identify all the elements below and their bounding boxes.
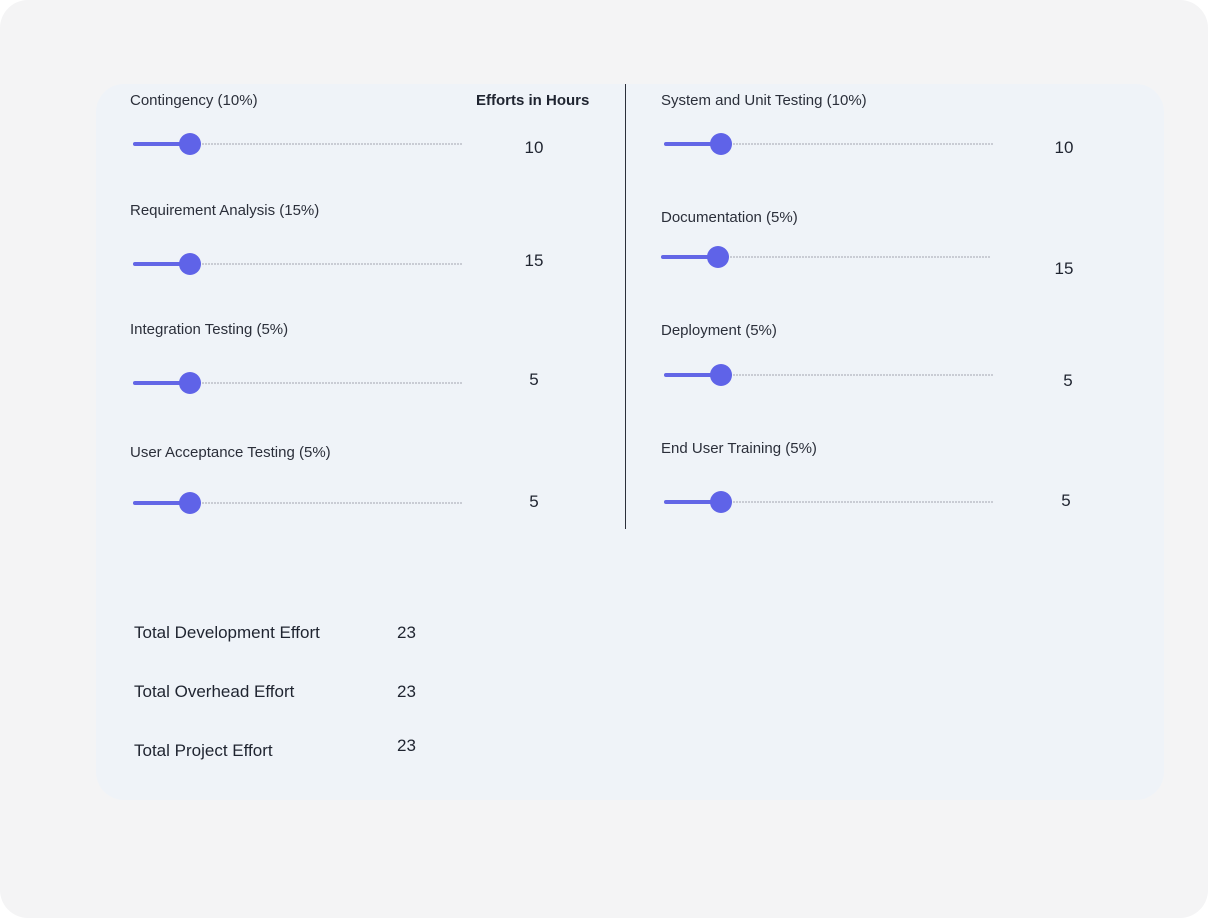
- slider-track: [664, 374, 994, 376]
- system-unit-testing-value: 10: [1054, 138, 1074, 157]
- end-user-training-slider[interactable]: [664, 490, 994, 514]
- requirement-analysis-slider[interactable]: [133, 252, 463, 276]
- slider-thumb[interactable]: [179, 253, 201, 275]
- slider-fill: [133, 142, 190, 146]
- deployment-slider[interactable]: [664, 363, 994, 387]
- slider-track: [133, 143, 463, 145]
- total-project-effort-value: 23: [397, 736, 416, 755]
- system-unit-testing-slider[interactable]: [664, 132, 994, 156]
- integration-testing-label: Integration Testing (5%): [130, 321, 289, 338]
- slider-thumb[interactable]: [179, 492, 201, 514]
- contingency-value: 10: [524, 138, 544, 157]
- system-unit-testing-label: System and Unit Testing (10%): [661, 92, 867, 109]
- documentation-value: 15: [1054, 259, 1074, 278]
- contingency-label: Contingency (10%): [130, 92, 258, 109]
- end-user-training-value: 5: [1061, 491, 1071, 510]
- slider-fill: [661, 255, 718, 259]
- slider-track: [133, 382, 463, 384]
- requirement-analysis-label: Requirement Analysis (15%): [130, 202, 320, 219]
- user-acceptance-testing-label: User Acceptance Testing (5%): [130, 444, 331, 461]
- slider-fill: [133, 262, 190, 266]
- slider-thumb[interactable]: [710, 364, 732, 386]
- total-overhead-effort-value: 23: [397, 682, 416, 701]
- slider-thumb[interactable]: [179, 372, 201, 394]
- documentation-slider[interactable]: [661, 245, 991, 269]
- requirement-analysis-value: 15: [524, 251, 544, 270]
- total-development-effort-value: 23: [397, 623, 416, 642]
- documentation-label: Documentation (5%): [661, 209, 798, 226]
- user-acceptance-testing-slider[interactable]: [133, 491, 463, 515]
- slider-track: [661, 256, 991, 258]
- slider-fill: [664, 142, 721, 146]
- slider-fill: [133, 381, 190, 385]
- column-divider: [625, 84, 626, 529]
- slider-thumb[interactable]: [710, 133, 732, 155]
- slider-track: [664, 501, 994, 503]
- total-development-effort-label: Total Development Effort: [134, 623, 320, 642]
- user-acceptance-testing-value: 5: [529, 492, 539, 511]
- slider-thumb[interactable]: [707, 246, 729, 268]
- end-user-training-label: End User Training (5%): [661, 440, 817, 457]
- slider-fill: [664, 373, 721, 377]
- integration-testing-slider[interactable]: [133, 371, 463, 395]
- slider-track: [664, 143, 994, 145]
- slider-thumb[interactable]: [179, 133, 201, 155]
- deployment-value: 5: [1063, 371, 1073, 390]
- integration-testing-value: 5: [529, 370, 539, 389]
- slider-thumb[interactable]: [710, 491, 732, 513]
- slider-fill: [664, 500, 721, 504]
- total-overhead-effort-label: Total Overhead Effort: [134, 682, 295, 701]
- slider-track: [133, 263, 463, 265]
- slider-fill: [133, 501, 190, 505]
- contingency-slider[interactable]: [133, 132, 463, 156]
- total-project-effort-label: Total Project Effort: [134, 741, 273, 760]
- effort-panel: [96, 84, 1164, 800]
- efforts-in-hours-header: Efforts in Hours: [476, 92, 590, 109]
- deployment-label: Deployment (5%): [661, 322, 777, 339]
- slider-track: [133, 502, 463, 504]
